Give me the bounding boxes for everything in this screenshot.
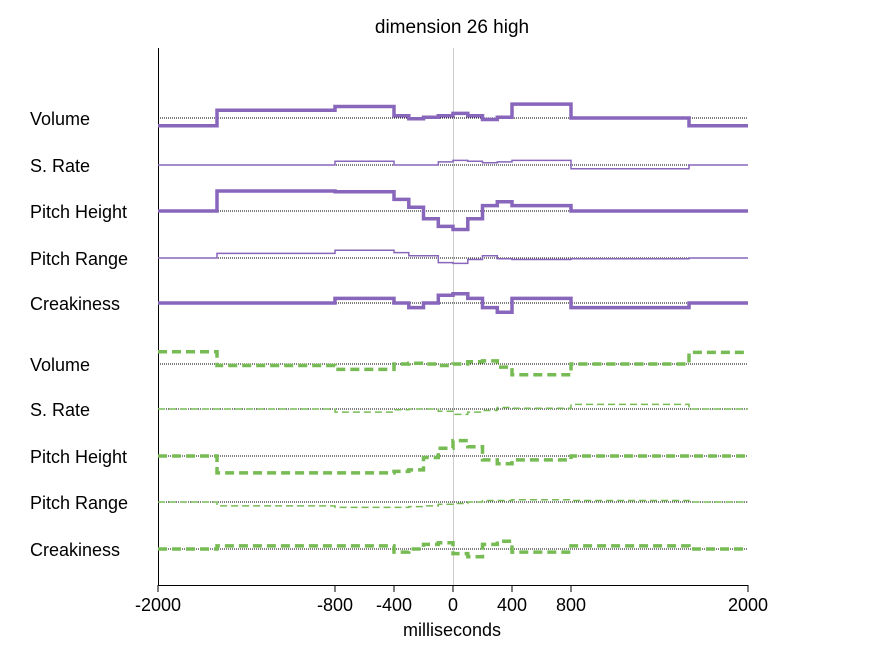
row-label: Creakiness xyxy=(30,294,120,314)
rows-layer: Volume S. Rate Pitch Height Pitch Range Crea… xyxy=(30,102,748,560)
x-tick-label: 0 xyxy=(448,595,458,615)
x-tick-label: -2000 xyxy=(135,595,181,615)
series-line xyxy=(158,539,748,559)
row-label: Volume xyxy=(30,355,90,375)
series-line xyxy=(158,249,748,265)
series-line xyxy=(158,102,748,128)
x-axis-label: milliseconds xyxy=(403,620,501,640)
series-line xyxy=(158,292,748,314)
series-line xyxy=(158,349,748,377)
row-label: Pitch Height xyxy=(30,447,127,467)
series-line xyxy=(158,189,748,232)
row-label: Creakiness xyxy=(30,540,120,560)
x-ticks: -2000 -800 -400 0 400 800 2000 xyxy=(135,585,768,615)
row-label: S. Rate xyxy=(30,400,90,420)
row-label: S. Rate xyxy=(30,156,90,176)
x-tick-label: -800 xyxy=(317,595,353,615)
x-tick-label: 800 xyxy=(556,595,586,615)
x-tick-label: -400 xyxy=(376,595,412,615)
row-label: Pitch Range xyxy=(30,249,128,269)
chart-title: dimension 26 high xyxy=(375,17,529,38)
series-line xyxy=(158,498,748,509)
x-tick-label: 2000 xyxy=(728,595,768,615)
x-tick-label: 400 xyxy=(497,595,527,615)
series-line xyxy=(158,438,748,475)
series-line xyxy=(158,159,748,170)
row-label: Volume xyxy=(30,109,90,129)
row-label: Pitch Range xyxy=(30,493,128,513)
series-line xyxy=(158,403,748,416)
row-label: Pitch Height xyxy=(30,202,127,222)
